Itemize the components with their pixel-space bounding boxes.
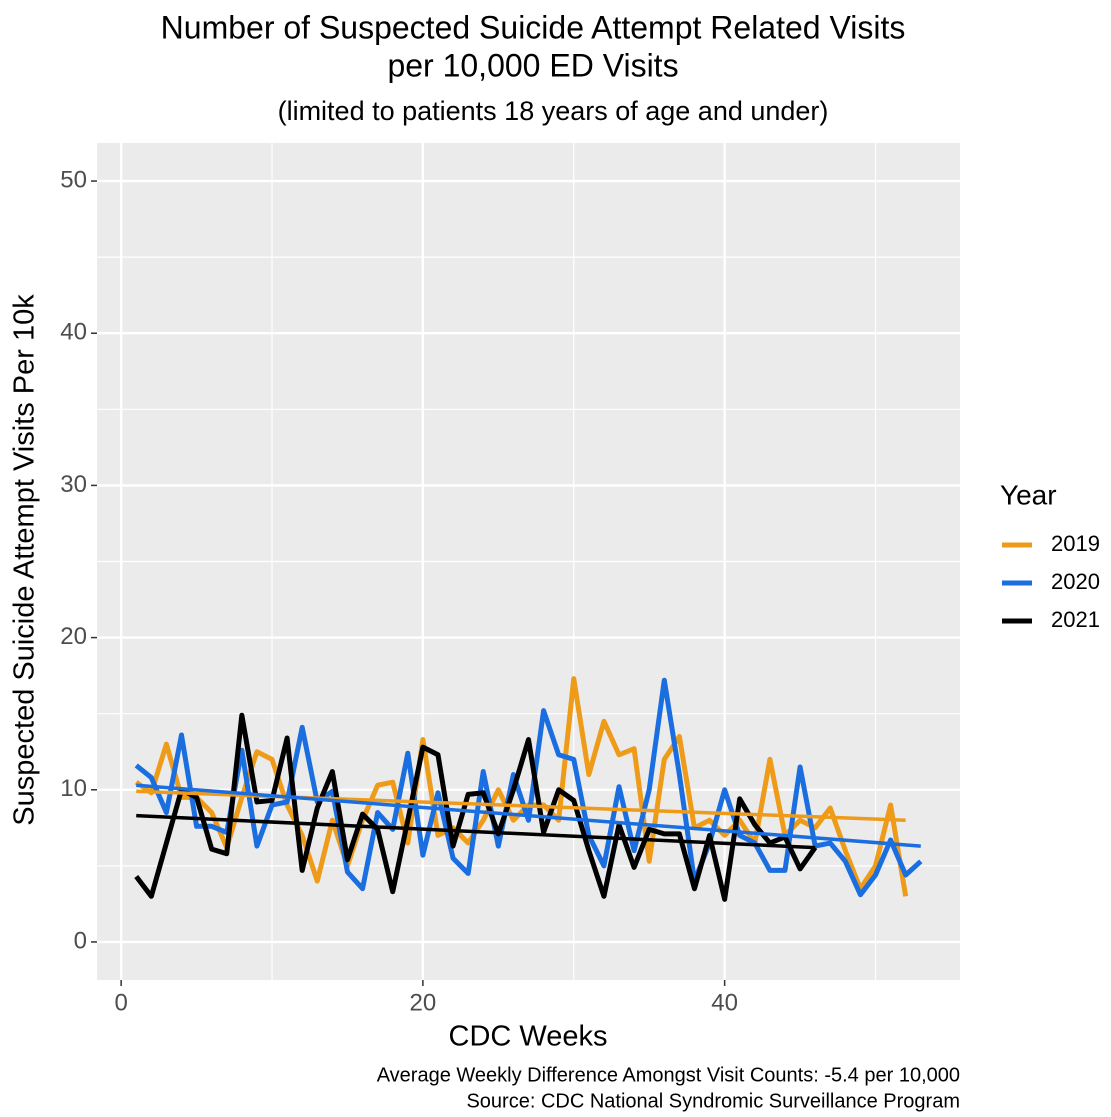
y-tick-label: 50 bbox=[60, 166, 87, 193]
y-tick-label: 10 bbox=[60, 775, 87, 802]
x-tick-label: 20 bbox=[410, 989, 437, 1016]
x-axis-title: CDC Weeks bbox=[449, 1021, 608, 1053]
y-axis-title: Suspected Suicide Attempt Visits Per 10k bbox=[9, 294, 41, 826]
trend-line bbox=[136, 783, 921, 848]
legend-label: 2019 bbox=[1051, 531, 1100, 556]
y-tick-label: 20 bbox=[60, 623, 87, 650]
caption: Average Weekly Difference Amongst Visit … bbox=[377, 1064, 960, 1086]
legend-label: 2020 bbox=[1051, 569, 1100, 594]
x-tick-label: 0 bbox=[114, 989, 127, 1016]
x-tick-label: 40 bbox=[711, 989, 738, 1016]
legend-label: 2021 bbox=[1051, 607, 1100, 632]
caption: Source: CDC National Syndromic Surveilla… bbox=[466, 1090, 960, 1112]
y-tick-label: 40 bbox=[60, 319, 87, 346]
chart-title: per 10,000 ED Visits bbox=[387, 47, 678, 83]
y-tick-label: 30 bbox=[60, 471, 87, 498]
data-line bbox=[134, 712, 818, 902]
chart-title: Number of Suspected Suicide Attempt Rela… bbox=[161, 9, 906, 45]
data-line bbox=[134, 676, 909, 897]
trend-line bbox=[136, 813, 816, 850]
chart-subtitle: (limited to patients 18 years of age and… bbox=[278, 96, 829, 126]
y-tick-label: 0 bbox=[74, 927, 87, 954]
legend-title: Year bbox=[1000, 479, 1057, 510]
